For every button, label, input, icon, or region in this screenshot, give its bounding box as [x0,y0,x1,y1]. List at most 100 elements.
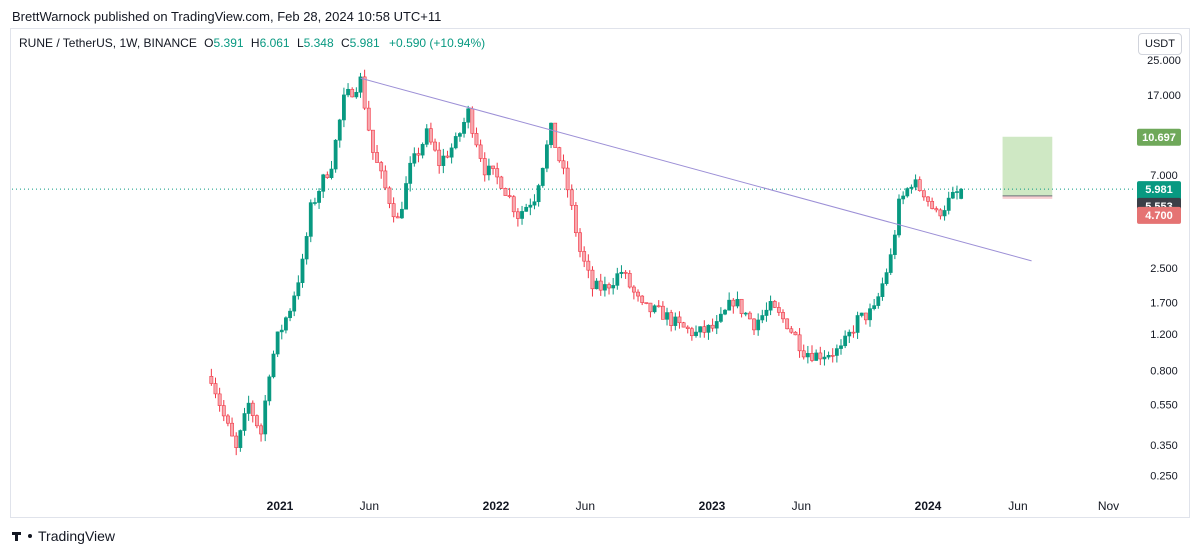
candle [636,289,640,302]
high-value: 6.061 [259,36,290,50]
candle [528,198,533,216]
candle [466,105,471,129]
candle [648,302,653,318]
candle [333,139,338,173]
publisher-line: BrettWarnock published on TradingView.co… [12,9,442,24]
svg-text:4.700: 4.700 [1145,210,1173,222]
candle [441,148,446,174]
x-tick-label: Jun [792,499,811,513]
chart-frame [10,28,1190,518]
candle [843,330,848,349]
candle [379,161,384,179]
stop-zone [1002,195,1053,199]
candle [544,140,549,173]
candle [271,350,276,379]
candle [644,302,649,305]
x-tick-label: 2023 [699,499,726,513]
candle [946,191,951,215]
candle [358,72,363,98]
candle [482,152,487,182]
candle [557,146,562,163]
candles [209,69,964,456]
high-label: H [250,36,260,50]
candle [308,199,313,243]
candle [706,324,711,340]
candle [416,147,421,163]
tradingview-logo-dot-icon [28,534,32,538]
candle [942,205,947,221]
candle [540,167,545,188]
candle [246,395,251,421]
candle [718,307,723,323]
candle [250,400,255,423]
x-tick-label: 2024 [915,499,942,513]
candle [362,69,367,111]
candle [549,122,553,149]
candle [847,329,852,344]
candle [615,267,620,290]
candle [532,194,537,210]
candle [371,129,375,160]
candle [259,423,263,442]
candle [350,87,355,98]
candle [739,298,744,318]
candle [805,345,810,364]
change-value: +0.590 (+10.94%) [389,36,486,50]
candle [880,277,885,301]
candle [839,339,843,355]
candle [337,118,342,148]
candle [565,161,570,198]
open-value: 5.391 [213,36,244,50]
candle [437,142,442,174]
tradingview-logo-icon [12,531,30,541]
candle [768,295,773,316]
close-label: C [341,36,350,50]
candle [673,312,678,331]
y-tick-label: 0.350 [1150,440,1178,452]
symbol-name[interactable]: RUNE / TetherUS, 1W, BINANCE [19,36,197,50]
candle [681,321,686,328]
low-value: 5.348 [303,36,334,50]
y-tick-label: 0.550 [1150,399,1178,411]
candle [934,206,939,213]
candle [859,312,864,318]
candle [561,154,566,175]
target-price-badge: 10.697 [1137,128,1181,146]
x-tick-label: 2022 [483,499,510,513]
candle [478,139,483,162]
candle [921,190,926,201]
candle [623,270,628,279]
candle [400,201,404,219]
candle [938,208,943,220]
candle [590,266,595,297]
candle [486,158,491,181]
candle [801,344,806,360]
candle [656,300,661,308]
candle [296,275,301,300]
candle [631,285,636,300]
candle [723,308,727,316]
currency-unit-button[interactable]: USDT [1138,33,1182,55]
candle [627,270,632,289]
candle [342,87,346,128]
candle [814,349,819,361]
x-tick-label: Jun [1008,499,1027,513]
low-label: L [296,36,304,50]
candle [913,174,918,191]
candle [810,345,814,363]
candle [710,318,715,332]
candle [955,185,959,200]
candle [698,326,703,338]
candle [300,253,305,288]
candle [453,132,458,150]
x-tick-label: 2021 [267,499,294,513]
candle [404,176,408,210]
candle [785,318,790,330]
candle [764,302,769,322]
candle [830,348,835,363]
candle [689,326,694,341]
candle [495,162,500,185]
candle [524,203,529,212]
footer-brand: TradingView [12,528,115,544]
